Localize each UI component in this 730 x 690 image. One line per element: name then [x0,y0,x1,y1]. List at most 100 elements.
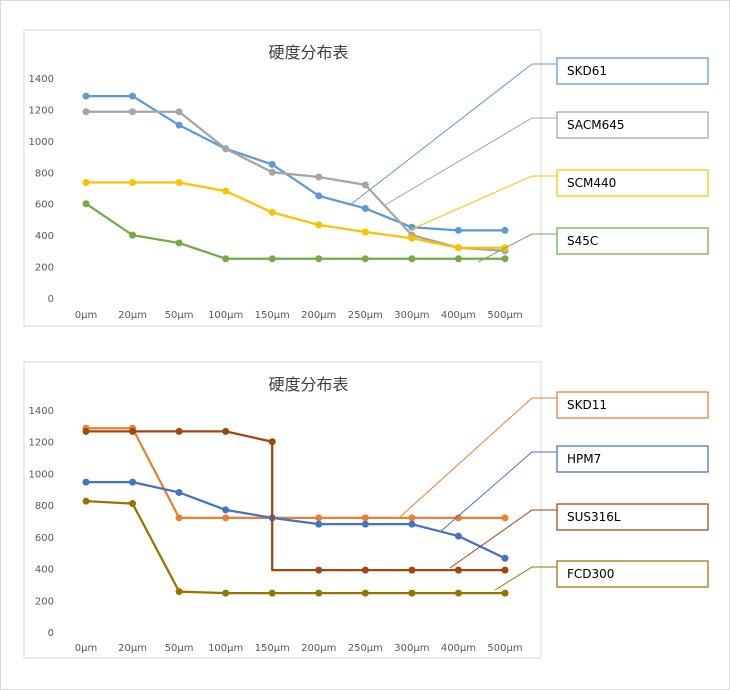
legend-leader-line [439,451,557,533]
chart-2: 硬度分布表 0 200 400 600 800 1000 1200 1400 0μm 20μm 50μ… [23,361,709,659]
series-line [86,181,505,249]
y-tick-label: 0 [48,294,54,305]
data-point [361,255,369,263]
data-point [315,566,323,574]
x-tick-label: 500μm [487,310,522,321]
legend-box [556,560,709,588]
legend-label: SKD61 [567,64,607,78]
series-SCM440: SCM440 [82,169,709,252]
chart-title: 硬度分布表 [268,43,348,62]
x-tick-label: 200μm [301,643,336,654]
series-line [85,202,505,260]
series-line [86,427,505,519]
chart-area [23,361,542,659]
series-SACM645: SACM645 [82,108,709,255]
x-tick-label: 500μm [487,643,522,654]
legend-label: SUS316L [567,510,621,524]
data-point [315,221,323,229]
x-tick-label: 100μm [208,310,243,321]
legend-leader-line [399,397,557,518]
data-point [454,589,462,597]
data-point [129,92,137,100]
data-point [454,244,462,252]
x-tick-label: 20μm [118,310,147,321]
series-line [86,430,505,572]
data-point [222,514,230,522]
data-point [222,145,230,153]
legend-leader-line [477,233,557,263]
y-tick-label: 200 [35,263,54,274]
series-line [86,481,506,560]
x-tick-label: 50μm [165,310,194,321]
x-tick-label: 400μm [441,643,476,654]
data-point [129,427,137,435]
data-point [268,168,276,176]
data-point [175,121,183,129]
data-point [222,187,230,195]
data-point [82,427,90,435]
data-point [175,239,183,247]
y-tick-label: 200 [35,596,54,607]
data-point [361,181,369,189]
y-tick-label: 800 [35,501,54,512]
data-point [361,520,369,528]
data-point [501,226,509,234]
data-point [315,520,323,528]
data-point [222,589,230,597]
data-point [129,478,137,486]
y-tick-label: 800 [35,168,54,179]
data-point [268,589,276,597]
y-tick-label: 1000 [29,137,54,148]
x-tick-label: 250μm [348,310,383,321]
y-tick-label: 1400 [29,406,54,417]
data-point [315,589,323,597]
legend-box [556,227,709,255]
data-point [175,588,183,596]
legend-leader-line [384,117,557,206]
data-point [175,108,183,116]
series-line [86,110,506,252]
data-point [175,179,183,186]
data-point [501,255,509,263]
data-point [82,108,90,116]
series-SKD61: SKD61 [82,57,709,234]
data-point [82,478,90,486]
y-tick-label: 600 [35,533,54,544]
legend-box [556,391,709,419]
data-point [454,532,462,540]
data-point [268,438,276,446]
data-point [454,514,462,522]
legend-box [556,57,709,85]
legend-label: SACM645 [567,118,624,132]
chart-1: 硬度分布表 0 200 400 600 800 1000 1200 1400 0μm 20μm 50μ… [23,29,709,327]
data-point [268,208,276,216]
series-S45C: S45C [82,200,709,263]
x-tick-label: 200μm [301,310,336,321]
data-point [129,108,137,116]
legend-label: SCM440 [567,176,616,190]
series-FCD300: FCD300 [82,497,709,597]
data-point [501,589,509,597]
data-point [408,255,416,263]
data-point [361,514,369,522]
data-point [222,506,230,514]
legend-leader-line [409,175,557,231]
data-point [129,179,137,186]
legend-box [556,169,709,197]
legend-label: SKD11 [567,398,607,412]
y-tick-label: 1000 [29,469,54,480]
data-point [315,514,323,522]
legend-box [556,445,709,473]
chart-title: 硬度分布表 [268,375,348,394]
data-point [501,554,509,562]
legend-label: HPM7 [567,452,601,466]
data-point [82,179,90,186]
legend-leader-line [449,509,557,569]
legend-box [556,503,709,531]
data-point [175,514,183,522]
x-tick-label: 0μm [75,310,97,321]
data-point [222,255,230,263]
x-tick-label: 0μm [75,643,97,654]
legend-label: S45C [567,234,598,248]
